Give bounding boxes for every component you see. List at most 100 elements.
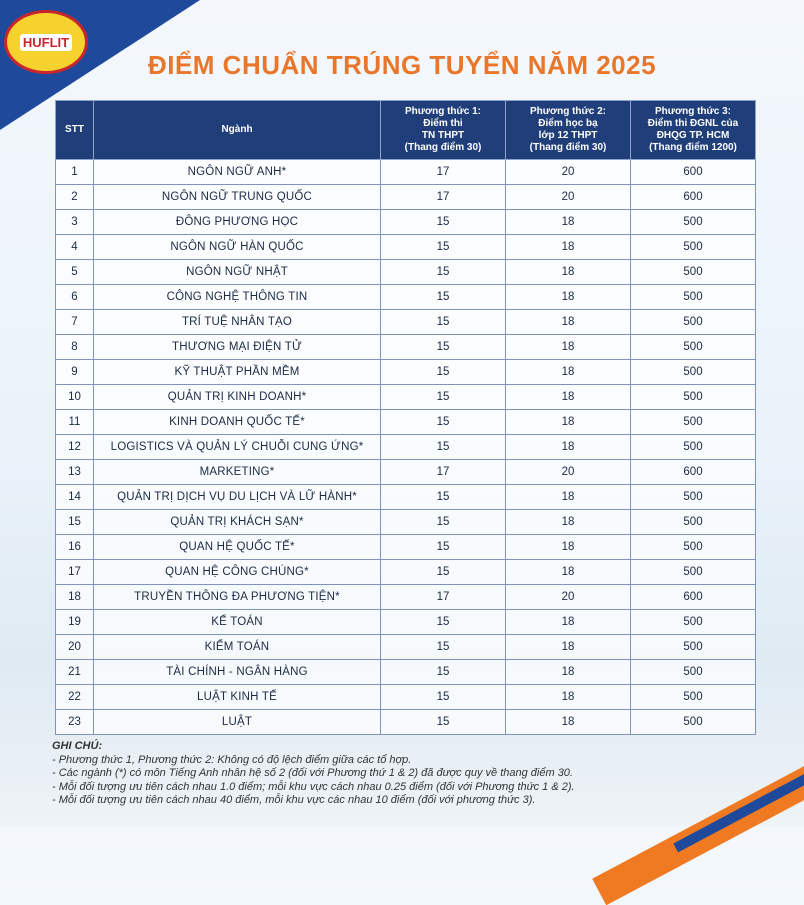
score-cell: 500 xyxy=(630,309,756,335)
table-row: 5 NGÔN NGỮ NHẬT 15 18 500 xyxy=(55,259,756,285)
header-text: Phương thức 1: xyxy=(404,106,482,117)
score-cell: 20 xyxy=(505,184,631,210)
header-text: Phương thức 2: xyxy=(529,106,607,117)
row-number: 17 xyxy=(55,559,94,585)
score-cell: 600 xyxy=(630,459,756,485)
score-cell: 18 xyxy=(505,559,631,585)
score-cell: 17 xyxy=(380,159,506,185)
header-cell: STT xyxy=(55,100,94,160)
header-text: Phương thức 3: xyxy=(654,106,732,117)
major-name: NGÔN NGỮ ANH* xyxy=(93,159,381,185)
header-cell: Ngành xyxy=(93,100,381,160)
score-cell: 18 xyxy=(505,359,631,385)
header-text: Điểm thi ĐGNL của xyxy=(647,118,739,129)
row-number: 16 xyxy=(55,534,94,560)
row-number: 5 xyxy=(55,259,94,285)
score-cell: 18 xyxy=(505,434,631,460)
score-cell: 15 xyxy=(380,634,506,660)
score-cell: 15 xyxy=(380,359,506,385)
score-cell: 500 xyxy=(630,334,756,360)
header-text: Ngành xyxy=(221,124,253,135)
header-text: lớp 12 THPT xyxy=(538,130,598,141)
score-cell: 15 xyxy=(380,434,506,460)
major-name: QUẢN TRỊ DỊCH VỤ DU LỊCH VÀ LỮ HÀNH* xyxy=(93,484,381,510)
header-text: ĐHQG TP. HCM xyxy=(656,130,730,141)
score-cell: 500 xyxy=(630,659,756,685)
table-row: 9 KỸ THUẬT PHẦN MỀM 15 18 500 xyxy=(55,359,756,385)
score-cell: 18 xyxy=(505,409,631,435)
table-row: 6 CÔNG NGHỆ THÔNG TIN 15 18 500 xyxy=(55,284,756,310)
major-name: KỸ THUẬT PHẦN MỀM xyxy=(93,359,381,385)
header-text: Điểm thi xyxy=(423,118,463,129)
score-cell: 500 xyxy=(630,209,756,235)
table-row: 14 QUẢN TRỊ DỊCH VỤ DU LỊCH VÀ LỮ HÀNH* 15… xyxy=(55,484,756,510)
table-body: 1 NGÔN NGỮ ANH* 17 20 600 2 NGÔN NGỮ TRUNG QUỐ… xyxy=(55,159,756,735)
score-cell: 18 xyxy=(505,234,631,260)
table-row: 12 LOGISTICS VÀ QUẢN LÝ CHUỖI CUNG ỨNG* 15… xyxy=(55,434,756,460)
major-name: KIỂM TOÁN xyxy=(93,634,381,660)
table-row: 15 QUẢN TRỊ KHÁCH SẠN* 15 18 500 xyxy=(55,509,756,535)
row-number: 20 xyxy=(55,634,94,660)
score-cell: 20 xyxy=(505,584,631,610)
major-name: TÀI CHÍNH - NGÂN HÀNG xyxy=(93,659,381,685)
score-cell: 18 xyxy=(505,509,631,535)
major-name: ĐÔNG PHƯƠNG HỌC xyxy=(93,209,381,235)
table-row: 18 TRUYỀN THÔNG ĐA PHƯƠNG TIỆN* 17 20 600 xyxy=(55,584,756,610)
row-number: 18 xyxy=(55,584,94,610)
table-row: 19 KẾ TOÁN 15 18 500 xyxy=(55,609,756,635)
table-row: 20 KIỂM TOÁN 15 18 500 xyxy=(55,634,756,660)
score-cell: 500 xyxy=(630,359,756,385)
table-row: 7 TRÍ TUỆ NHÂN TẠO 15 18 500 xyxy=(55,309,756,335)
major-name: TRÍ TUỆ NHÂN TẠO xyxy=(93,309,381,335)
score-cell: 17 xyxy=(380,584,506,610)
score-cell: 15 xyxy=(380,709,506,735)
major-name: LUẬT xyxy=(93,709,381,735)
score-cell: 500 xyxy=(630,234,756,260)
score-cell: 500 xyxy=(630,684,756,710)
score-cell: 15 xyxy=(380,509,506,535)
score-cell: 500 xyxy=(630,384,756,410)
row-number: 21 xyxy=(55,659,94,685)
major-name: NGÔN NGỮ NHẬT xyxy=(93,259,381,285)
table-row: 8 THƯƠNG MẠI ĐIỆN TỬ 15 18 500 xyxy=(55,334,756,360)
score-cell: 18 xyxy=(505,259,631,285)
major-name: TRUYỀN THÔNG ĐA PHƯƠNG TIỆN* xyxy=(93,584,381,610)
logo-text: HUFLIT xyxy=(19,33,73,51)
table-row: 11 KINH DOANH QUỐC TẾ* 15 18 500 xyxy=(55,409,756,435)
score-cell: 15 xyxy=(380,309,506,335)
score-cell: 18 xyxy=(505,309,631,335)
table-row: 22 LUẬT KINH TẾ 15 18 500 xyxy=(55,684,756,710)
score-cell: 18 xyxy=(505,384,631,410)
row-number: 11 xyxy=(55,409,94,435)
row-number: 8 xyxy=(55,334,94,360)
score-cell: 600 xyxy=(630,159,756,185)
logo: HUFLIT xyxy=(4,10,88,74)
score-cell: 18 xyxy=(505,709,631,735)
row-number: 9 xyxy=(55,359,94,385)
score-cell: 15 xyxy=(380,209,506,235)
major-name: LOGISTICS VÀ QUẢN LÝ CHUỖI CUNG ỨNG* xyxy=(93,434,381,460)
note-item: - Mỗi đối tượng ưu tiên cách nhau 40 điể… xyxy=(52,794,536,806)
table-row: 23 LUẬT 15 18 500 xyxy=(55,709,756,735)
row-number: 15 xyxy=(55,509,94,535)
score-cell: 15 xyxy=(380,409,506,435)
major-name: THƯƠNG MẠI ĐIỆN TỬ xyxy=(93,334,381,360)
score-cell: 15 xyxy=(380,284,506,310)
major-name: KẾ TOÁN xyxy=(93,609,381,635)
score-cell: 500 xyxy=(630,509,756,535)
major-name: MARKETING* xyxy=(93,459,381,485)
score-cell: 500 xyxy=(630,284,756,310)
score-cell: 18 xyxy=(505,609,631,635)
score-cell: 17 xyxy=(380,184,506,210)
score-cell: 500 xyxy=(630,484,756,510)
score-cell: 500 xyxy=(630,434,756,460)
header-text: Điểm học bạ xyxy=(538,118,598,129)
header-cell: Phương thức 1: Điểm thi TN THPT (Thang điểm… xyxy=(380,100,506,160)
row-number: 4 xyxy=(55,234,94,260)
table-row: 13 MARKETING* 17 20 600 xyxy=(55,459,756,485)
note-item: - Phương thức 1, Phương thức 2: Không có… xyxy=(52,753,412,766)
score-cell: 500 xyxy=(630,534,756,560)
header-text: (Thang điểm 30) xyxy=(529,142,607,153)
header-cell: Phương thức 3: Điểm thi ĐGNL của ĐHQG TP. … xyxy=(630,100,756,160)
